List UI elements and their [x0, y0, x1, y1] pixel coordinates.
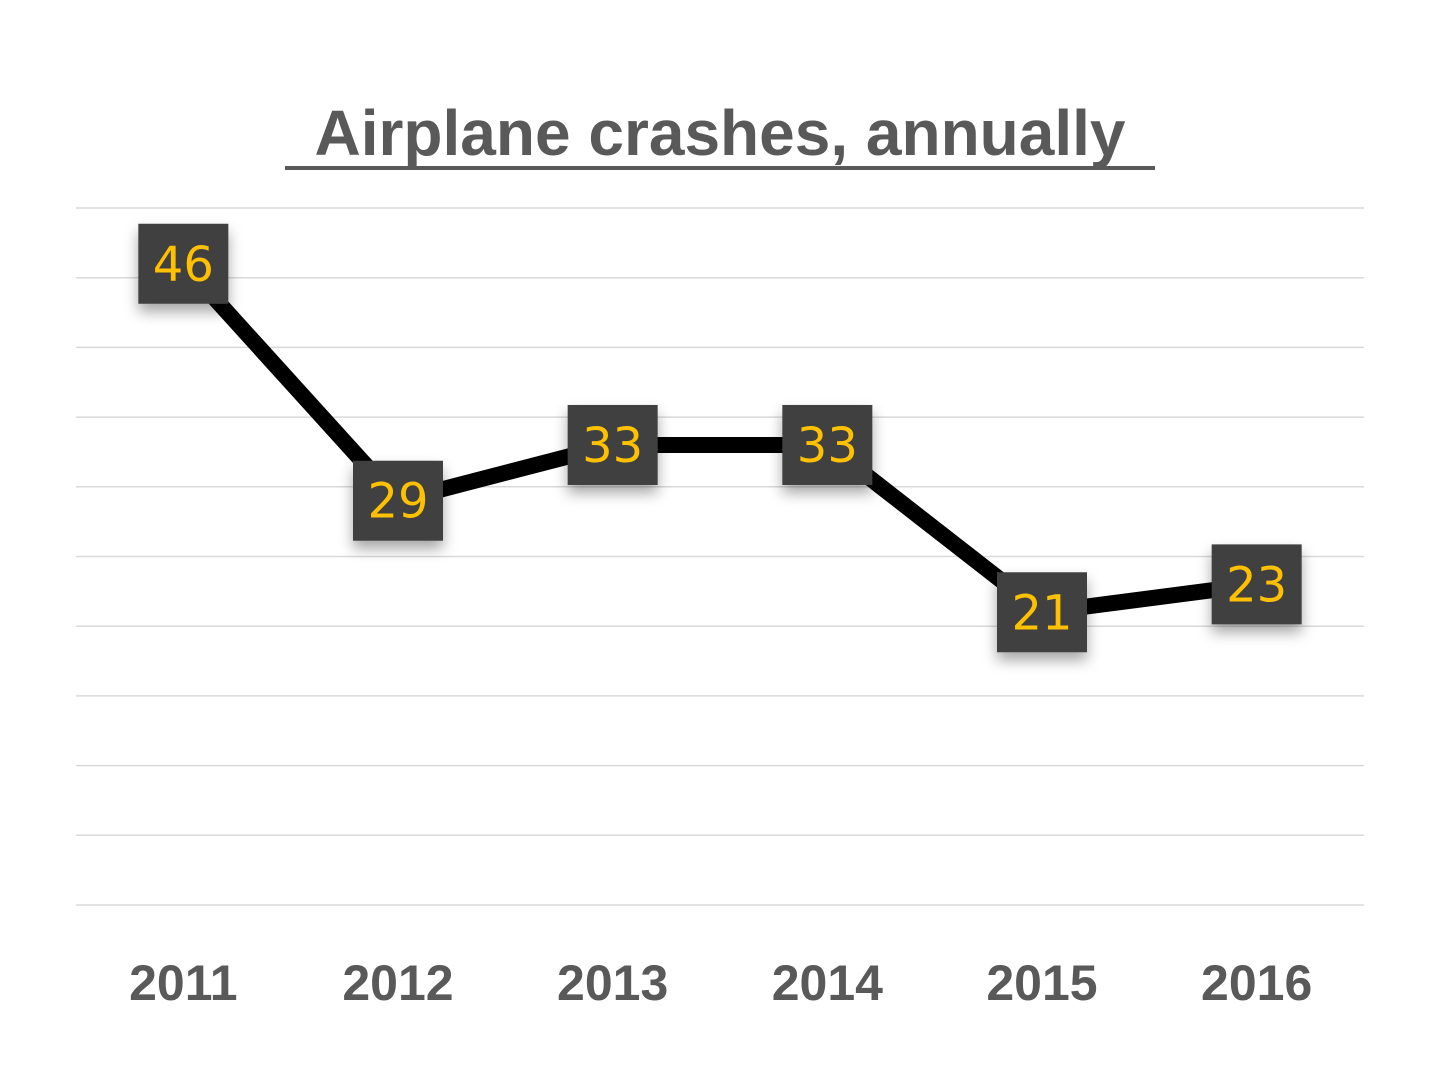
x-tick-label: 2014	[772, 955, 883, 1011]
data-label-box	[782, 404, 873, 485]
data-label: 29	[367, 474, 428, 530]
x-tick-label: 2012	[342, 955, 453, 1011]
data-label-box	[138, 223, 229, 304]
data-label: 33	[582, 418, 643, 474]
data-point-2011: 46	[138, 223, 229, 304]
data-point-2013: 33	[567, 404, 658, 485]
chart-title: Airplane crashes, annually	[315, 97, 1126, 169]
data-label: 23	[1226, 557, 1287, 613]
data-label: 46	[153, 237, 214, 293]
series-line	[177, 258, 1258, 621]
data-label: 21	[1011, 585, 1072, 641]
data-label-box	[997, 572, 1087, 653]
data-label: 33	[797, 418, 858, 474]
data-point-2015: 21	[997, 572, 1087, 653]
data-labels-group: 46 29 33 33 21 23	[138, 223, 1302, 653]
data-label-box	[353, 460, 443, 541]
data-point-2014: 33	[782, 404, 873, 485]
data-label-box	[567, 404, 658, 485]
data-point-2012: 29	[353, 460, 443, 541]
series-line-group	[177, 258, 1258, 621]
data-point-2016: 23	[1211, 544, 1302, 625]
x-tick-label: 2015	[986, 955, 1097, 1011]
x-axis-tick-labels: 2011 2012 2013 2014 2015 2016	[129, 955, 1312, 1011]
gridlines	[76, 207, 1364, 906]
x-tick-label: 2013	[557, 955, 668, 1011]
chart-title-group: Airplane crashes, annually	[285, 97, 1155, 170]
data-label-box	[1211, 544, 1302, 625]
x-tick-label: 2016	[1201, 955, 1312, 1011]
x-tick-label: 2011	[129, 955, 237, 1011]
